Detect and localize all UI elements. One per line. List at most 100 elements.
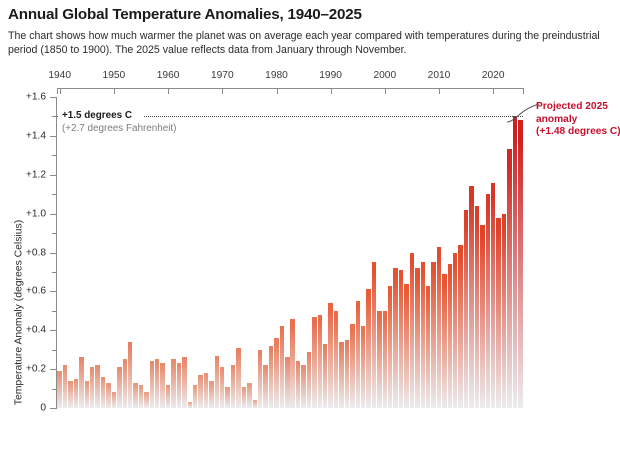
annotation-leader-line — [506, 103, 540, 123]
bar — [225, 386, 230, 408]
bar — [518, 120, 523, 408]
bar — [496, 217, 501, 408]
bar — [350, 324, 355, 408]
x-axis-tick-label: 2010 — [427, 70, 451, 81]
bar — [182, 357, 187, 408]
bar — [480, 225, 485, 408]
y-axis-tick-label: +0.6 — [25, 285, 46, 297]
bar — [404, 283, 409, 408]
bar — [155, 359, 160, 408]
y-axis-line — [56, 97, 57, 409]
reference-line-1-5c — [57, 116, 523, 118]
bar — [176, 363, 182, 408]
bar — [160, 363, 165, 408]
reference-label-celsius: +1.5 degrees C — [62, 109, 132, 121]
x-axis-tick — [330, 88, 332, 94]
x-axis-tick-label: 1970 — [210, 70, 234, 81]
bar — [339, 341, 344, 408]
y-axis-tick-label: 0 — [40, 402, 46, 414]
bar — [360, 326, 366, 408]
bar — [306, 351, 312, 408]
bar — [230, 365, 236, 408]
y-axis-tick — [50, 408, 56, 409]
x-axis-tick-label: 2020 — [481, 70, 505, 81]
reference-label-fahrenheit: (+2.7 degrees Fahrenheit) — [62, 122, 177, 134]
y-axis-minor-tick — [52, 349, 56, 351]
bar — [295, 361, 301, 408]
y-axis-minor-tick — [52, 116, 56, 118]
bar — [100, 376, 106, 408]
bar — [122, 359, 127, 408]
bar — [469, 186, 474, 408]
bar — [398, 270, 404, 408]
bar — [187, 402, 192, 408]
bar — [458, 244, 463, 408]
bar — [290, 318, 295, 408]
x-axis-tick-label: 2000 — [373, 70, 397, 81]
bar — [62, 365, 68, 408]
y-axis-tick — [50, 369, 56, 371]
annotation-line-3: (+1.48 degrees C) — [536, 126, 620, 138]
x-axis-tick-label: 1960 — [156, 70, 180, 81]
bar — [431, 262, 436, 408]
y-axis-minor-tick — [52, 194, 56, 196]
bar — [425, 285, 431, 408]
bar — [138, 384, 144, 408]
bar — [247, 382, 252, 408]
y-axis-minor-tick — [52, 388, 56, 390]
bar — [333, 310, 339, 408]
bar-series — [57, 97, 523, 408]
x-axis-line — [57, 88, 523, 89]
bar — [209, 380, 214, 408]
x-axis-tick-label: 1950 — [102, 70, 126, 81]
bar — [268, 345, 274, 408]
y-axis-tick-label: +0.8 — [25, 247, 46, 258]
bar — [301, 365, 306, 408]
bar — [171, 359, 176, 408]
bar — [420, 262, 425, 408]
y-axis-tick — [50, 252, 56, 254]
bar — [377, 310, 382, 408]
y-axis-tick-label: +1.6 — [25, 91, 46, 103]
y-axis-tick-label: +1.2 — [25, 169, 46, 181]
bar — [463, 209, 469, 408]
page-title: Annual Global Temperature Anomalies, 194… — [8, 6, 362, 23]
bar — [252, 400, 257, 408]
bar — [192, 384, 198, 408]
y-axis-tick — [50, 330, 56, 332]
bar — [106, 382, 111, 408]
bar — [447, 264, 453, 408]
bar — [68, 380, 73, 408]
bar — [203, 373, 209, 408]
x-axis-end-cap — [57, 88, 58, 94]
bar — [257, 349, 263, 408]
page-subtitle: The chart shows how much warmer the plan… — [8, 30, 600, 57]
bar — [117, 367, 122, 408]
chart-page: Annual Global Temperature Anomalies, 194… — [8, 6, 620, 414]
bar — [512, 116, 518, 408]
bar — [79, 357, 84, 408]
bar — [317, 314, 323, 408]
bar — [149, 361, 155, 408]
x-axis-tick-label: 1980 — [265, 70, 288, 81]
bar — [312, 316, 317, 408]
x-axis-tick — [59, 88, 61, 94]
y-axis-minor-tick — [52, 271, 56, 273]
x-axis-tick — [168, 88, 170, 94]
bar — [415, 268, 420, 408]
bar — [366, 289, 371, 408]
x-axis-tick — [276, 88, 278, 94]
bar — [57, 371, 62, 408]
x-axis-tick — [222, 88, 224, 94]
y-axis-tick-label: +0.4 — [25, 324, 46, 336]
bar — [274, 338, 279, 408]
bar — [501, 213, 507, 408]
bar — [95, 365, 100, 408]
bar — [241, 386, 247, 408]
y-axis-minor-tick — [52, 155, 56, 157]
bar — [485, 194, 490, 408]
bar — [453, 252, 458, 408]
x-axis-tick — [113, 88, 115, 94]
bar — [382, 310, 388, 408]
bar — [198, 374, 203, 408]
